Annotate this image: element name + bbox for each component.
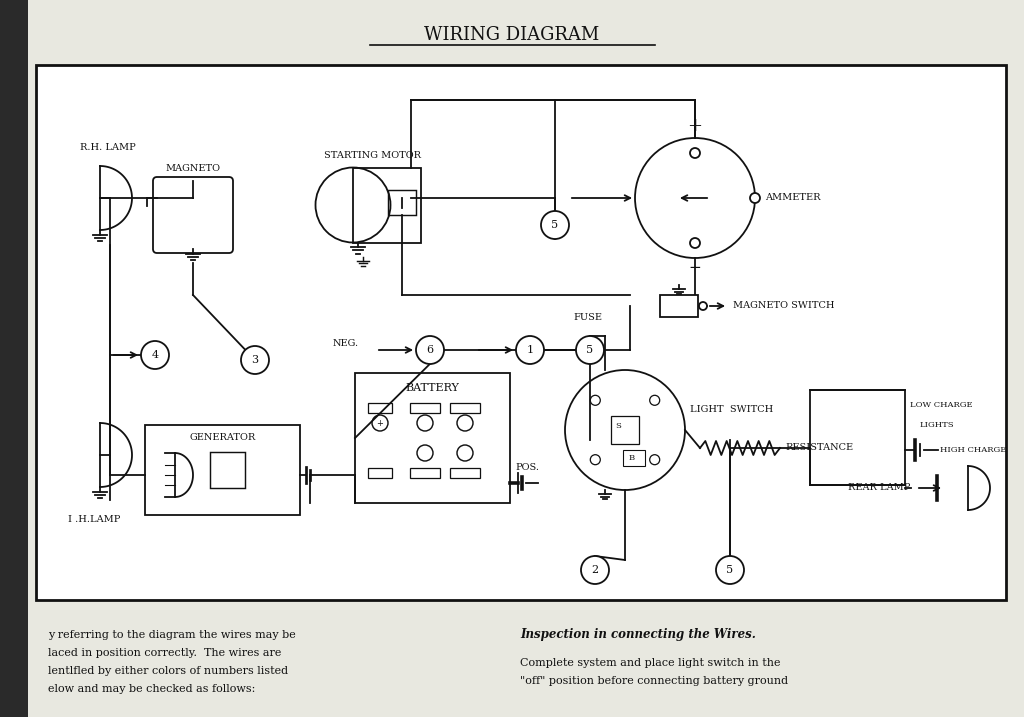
Text: Inspection in connecting the Wires.: Inspection in connecting the Wires. [520,628,756,641]
Text: 5: 5 [726,565,733,575]
Bar [611,416,639,444]
Text: RESISTANCE: RESISTANCE [785,444,853,452]
Text: AMMETER: AMMETER [765,194,820,202]
Bar [388,190,416,215]
Text: 5: 5 [587,345,594,355]
Text: MAGNETO: MAGNETO [166,164,220,173]
Bar [410,403,440,413]
Bar [210,452,245,488]
Bar [450,403,480,413]
Text: I .H.LAMP: I .H.LAMP [68,516,121,525]
Text: y referring to the diagram the wires may be: y referring to the diagram the wires may… [48,630,296,640]
Text: MAGNETO SWITCH: MAGNETO SWITCH [733,302,835,310]
Text: BATTERY: BATTERY [406,383,460,393]
Circle shape [699,302,707,310]
Bar [36,65,1006,600]
Text: POS.: POS. [515,463,539,473]
Circle shape [565,370,685,490]
Text: LOW CHARGE: LOW CHARGE [910,401,973,409]
Text: REAR LAMP: REAR LAMP [848,483,910,493]
Text: GENERATOR: GENERATOR [189,432,256,442]
Bar [368,468,392,478]
Circle shape [635,138,755,258]
Text: −: − [688,261,701,275]
Circle shape [516,336,544,364]
Bar [0,0,28,717]
Bar [660,295,698,317]
Text: 5: 5 [552,220,558,230]
Text: +: + [377,419,383,427]
Text: LIGHT  SWITCH: LIGHT SWITCH [690,406,773,414]
Circle shape [541,211,569,239]
Text: WIRING DIAGRAM: WIRING DIAGRAM [424,26,600,44]
Text: 2: 2 [592,565,599,575]
Bar [450,468,480,478]
Text: lentlfled by either colors of numbers listed: lentlfled by either colors of numbers li… [48,666,288,676]
Circle shape [416,336,444,364]
Text: FUSE: FUSE [573,313,602,323]
Text: 3: 3 [252,355,259,365]
Text: 6: 6 [426,345,433,355]
Text: STARTING MOTOR: STARTING MOTOR [325,151,422,159]
Text: HIGH CHARGE: HIGH CHARGE [940,446,1007,454]
Bar [353,168,421,242]
Text: R.H. LAMP: R.H. LAMP [80,143,136,153]
Text: Complete system and place light switch in the: Complete system and place light switch i… [520,658,780,668]
Text: B: B [629,454,635,462]
Bar [355,373,510,503]
Text: "off" position before connecting battery ground: "off" position before connecting battery… [520,676,788,686]
Bar [810,390,905,485]
Text: +: + [687,117,702,135]
Bar [623,450,645,466]
Circle shape [141,341,169,369]
Text: S: S [615,422,621,430]
Text: NEG.: NEG. [333,338,359,348]
Bar [368,403,392,413]
Text: LIGHTS: LIGHTS [920,421,954,429]
Circle shape [716,556,744,584]
Circle shape [750,193,760,203]
Text: laced in position correctly.  The wires are: laced in position correctly. The wires a… [48,648,282,658]
Text: elow and may be checked as follows:: elow and may be checked as follows: [48,684,255,694]
Circle shape [241,346,269,374]
Text: 1: 1 [526,345,534,355]
Bar [145,425,300,515]
Bar [410,468,440,478]
Text: 4: 4 [152,350,159,360]
Circle shape [581,556,609,584]
Circle shape [575,336,604,364]
